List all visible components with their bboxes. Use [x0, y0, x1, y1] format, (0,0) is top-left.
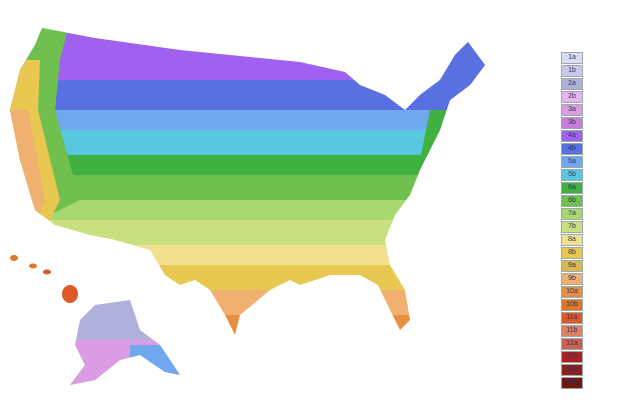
legend-zone-7b: 7b — [561, 221, 583, 233]
legend-zone-10a: 10a — [561, 286, 583, 298]
legend-zone-8b: 8b — [561, 247, 583, 259]
legend-zone-9b: 9b — [561, 273, 583, 285]
legend-zone-5b: 5b — [561, 169, 583, 181]
legend-zone-1b: 1b — [561, 65, 583, 77]
legend-zone-12a: 12a — [561, 338, 583, 350]
legend-zone-1a: 1a — [561, 52, 583, 64]
zone-legend: 1a 1b 2a 2b 3a 3b 4a 4b 5a 5b 6a 6b 7a 7b 8a 8b 9a 9b 10a 1… — [561, 52, 585, 390]
legend-zone-2b: 2b — [561, 91, 583, 103]
legend-zone-3a: 3a — [561, 104, 583, 116]
legend-zone-6a: 6a — [561, 182, 583, 194]
alaska — [70, 300, 180, 385]
legend-zone-8a: 8a — [561, 234, 583, 246]
legend-zone-6b: 6b — [561, 195, 583, 207]
legend-zone-4b: 4b — [561, 143, 583, 155]
legend-zone-4a: 4a — [561, 130, 583, 142]
legend-zone-13a: 13a — [561, 364, 583, 376]
legend-zone-3b: 3b — [561, 117, 583, 129]
legend-zone-2a: 2a — [561, 78, 583, 90]
legend-zone-7a: 7a — [561, 208, 583, 220]
hawaii — [10, 255, 78, 303]
legend-zone-9a: 9a — [561, 260, 583, 272]
legend-zone-10b: 10b — [561, 299, 583, 311]
legend-zone-5a: 5a — [561, 156, 583, 168]
legend-zone-11b: 11b — [561, 325, 583, 337]
legend-zone-12b: 12b — [561, 351, 583, 363]
legend-zone-13b: 13b — [561, 377, 583, 389]
legend-zone-11a: 11a — [561, 312, 583, 324]
